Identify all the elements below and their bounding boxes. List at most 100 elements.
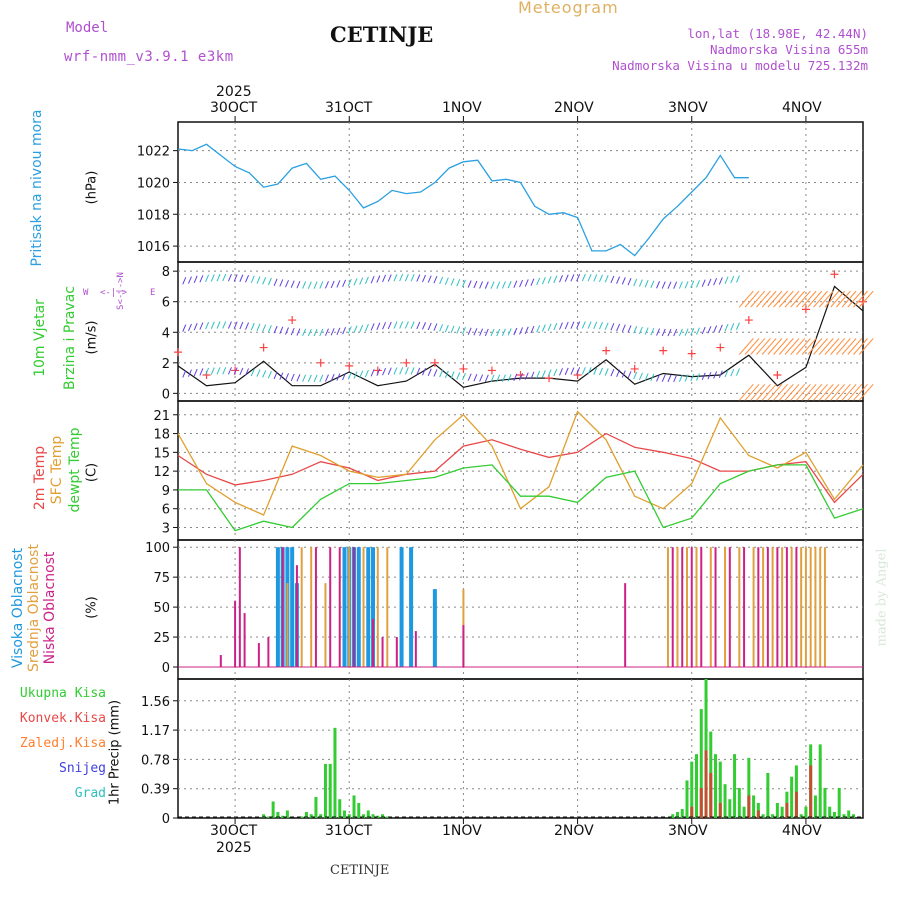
cloud-bar	[709, 547, 712, 668]
cloud-bar	[790, 547, 793, 668]
wind-barb	[644, 373, 649, 381]
precip-bar	[828, 806, 832, 818]
wind-barb	[205, 321, 210, 330]
wind-barb	[690, 280, 695, 289]
wind-barb	[205, 274, 210, 282]
wind-barb	[553, 275, 558, 283]
cloud-bar	[681, 547, 684, 668]
wind-barb	[661, 374, 666, 382]
precip-bar	[794, 791, 798, 818]
wind-barb	[501, 328, 506, 337]
wind-barb	[507, 280, 512, 289]
wind-barb	[319, 328, 324, 337]
wind-barb	[730, 275, 735, 284]
wind-barb	[656, 281, 661, 289]
cloud-bar	[300, 547, 303, 668]
wind-barb	[530, 278, 535, 286]
wind-barb	[416, 274, 421, 282]
wind-barb-strong	[738, 290, 754, 308]
precip-ytick-label: 0.78	[141, 753, 170, 768]
precip-bar	[832, 811, 836, 818]
cloud-bar	[395, 637, 398, 668]
wind-barb	[684, 328, 689, 336]
precip-bar	[266, 816, 270, 818]
precip-legend-total: Ukupna Kisa	[19, 686, 106, 701]
precip-bar	[780, 806, 784, 818]
wind-gust-marker	[288, 316, 297, 325]
wind-gust-marker	[345, 361, 354, 370]
wind-barb	[216, 367, 221, 375]
wind-barb	[496, 281, 501, 289]
top-day-4: 3NOV	[668, 100, 708, 116]
cloud-bar	[624, 583, 627, 668]
cloud-ytick-label: 50	[153, 601, 170, 616]
model-name: wrf-nmm_v3.9.1 e3km	[64, 49, 234, 65]
precip-bar	[281, 815, 285, 818]
wind-barb	[656, 328, 661, 336]
cloud-bar	[766, 547, 769, 668]
wind-barb	[256, 323, 261, 332]
cloud-bar	[785, 547, 788, 668]
wind-barb	[690, 373, 695, 382]
wind-barb	[724, 369, 729, 378]
wind-barb	[633, 278, 638, 287]
wind-barb	[661, 328, 666, 337]
wind-gust-marker	[859, 297, 867, 306]
wind-barb	[325, 328, 329, 336]
cloud-bar	[234, 601, 237, 668]
wind-barb	[633, 371, 638, 380]
cloud-bar	[700, 547, 703, 668]
wind-barb	[245, 275, 250, 283]
precip-bar	[747, 795, 751, 818]
wind-barb	[559, 274, 563, 283]
wind-barb	[199, 322, 204, 330]
temp-frame	[177, 400, 864, 541]
wind-barb	[490, 328, 495, 337]
precip-bar	[728, 799, 732, 818]
wind-barb	[650, 327, 655, 336]
wind-barb-strong	[830, 290, 846, 308]
model-label: Model	[66, 20, 109, 36]
wind-barb	[427, 275, 432, 283]
wind-barb	[250, 368, 255, 377]
cloud-bar	[771, 547, 774, 668]
wind-barb	[325, 374, 329, 382]
wind-barb	[330, 280, 335, 289]
precip-bar	[352, 795, 356, 818]
wind-barb	[507, 328, 512, 336]
bottom-day-3: 2NOV	[554, 823, 594, 839]
wind-barb-strong	[790, 290, 806, 308]
precip-bar	[323, 763, 327, 818]
wind-barb	[188, 323, 192, 332]
precip-bar	[847, 810, 851, 818]
wind-barb	[638, 372, 643, 380]
precip-bar	[690, 761, 694, 818]
top-day-3: 2NOV	[554, 100, 594, 116]
wind-barb	[718, 370, 723, 378]
bottom-day-0: 30OCT	[210, 823, 258, 839]
wind-gust-marker	[630, 364, 639, 373]
wind-gust-marker	[659, 346, 668, 355]
cloud-bar	[342, 547, 347, 668]
wind-barb	[290, 280, 295, 288]
precip-bar	[733, 754, 737, 818]
cloud-bar	[348, 547, 351, 668]
wind-barb	[387, 321, 392, 330]
wind-barb	[336, 327, 341, 335]
wind-barb	[262, 324, 267, 332]
wind-barb	[479, 281, 484, 289]
wind-barb	[205, 367, 210, 376]
wind-barb	[564, 274, 569, 282]
wind-gust-marker	[459, 364, 468, 373]
wind-barb	[541, 324, 546, 332]
wind-barb	[673, 328, 678, 337]
wind-barb	[524, 372, 529, 380]
wind-barb	[564, 321, 569, 330]
wind-barb	[245, 322, 250, 330]
wind-ytick-label: 2	[162, 357, 170, 372]
wind-barb	[450, 371, 455, 379]
wind-barb-strong	[853, 338, 868, 355]
precip-bar	[319, 814, 323, 818]
cloud-bar	[257, 643, 260, 668]
wind-barb	[599, 367, 603, 376]
